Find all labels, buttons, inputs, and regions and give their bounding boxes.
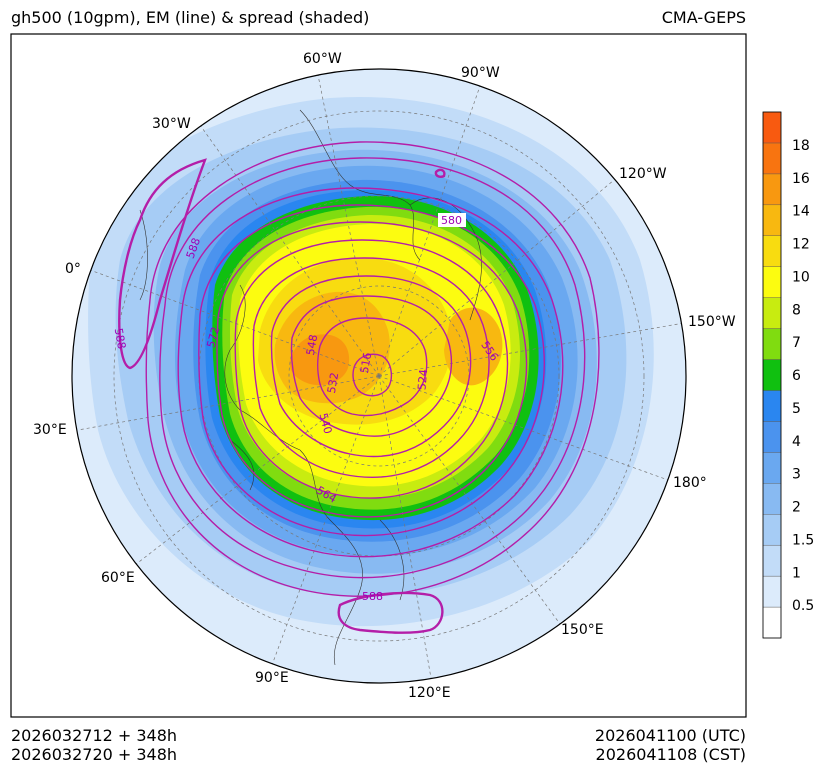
lon-label: 180° [673, 475, 707, 491]
colorbar-label: 2 [792, 500, 801, 516]
lon-label: 30°W [152, 116, 191, 132]
colorbar-label: 0.5 [792, 598, 814, 614]
contour-label: 588 [112, 327, 128, 350]
lon-label: 120°W [619, 166, 667, 182]
init-time-cst: 2026032720 + 348h [11, 745, 178, 764]
colorbar-segment [762, 173, 782, 206]
lon-label: 150°E [561, 622, 604, 638]
lon-label: 90°E [255, 670, 289, 686]
colorbar-segment [762, 606, 782, 639]
hemisphere-boundary [71, 68, 687, 684]
colorbar-label: 7 [792, 335, 801, 351]
colorbar-outline [762, 111, 782, 639]
lon-label: 0° [65, 261, 81, 277]
contour-label: 532 [325, 372, 341, 395]
lon-label: 60°W [303, 51, 342, 67]
init-time: 2026032712 + 348h 2026032720 + 348h [11, 726, 177, 764]
contour-label: 548 [304, 334, 320, 357]
longitude-labels: 60°W 90°W 120°W 150°W 180° 150°E 120°E 9… [33, 51, 736, 701]
colorbar-segment [762, 328, 782, 360]
colorbar-label: 5 [792, 401, 801, 417]
colorbar-segment [762, 421, 782, 453]
colorbar-segment [762, 483, 782, 515]
contour-label: 540 [316, 412, 334, 436]
colorbar-segment [762, 514, 782, 546]
lon-label: 150°W [688, 314, 736, 330]
lon-label: 120°E [408, 685, 451, 701]
lon-label: 30°E [33, 422, 67, 438]
colorbar-segment [762, 266, 782, 298]
colorbar-segment [762, 297, 782, 329]
spread-shading: 580 588 588 572 548 516 532 540 524 556 … [72, 69, 686, 683]
colorbar-label: 8 [792, 302, 801, 318]
contour-labels: 580 588 588 572 548 516 532 540 524 556 … [112, 213, 501, 603]
contour-label: 588 [362, 590, 383, 603]
contour-label: 572 [204, 325, 222, 349]
colorbar: 0.5 1 1.5 2 3 4 5 6 7 8 10 12 14 16 18 [762, 111, 814, 639]
model-name: CMA-GEPS [661, 8, 746, 27]
colorbar-segment [762, 359, 782, 391]
colorbar-segment [762, 204, 782, 236]
colorbar-label: 6 [792, 368, 801, 384]
colorbar-segment [762, 111, 782, 144]
colorbar-segment [762, 575, 782, 608]
spread-level-13b [444, 307, 503, 386]
contour-lines [145, 141, 600, 597]
colorbar-label: 10 [792, 269, 810, 285]
contour-label: 524 [415, 369, 430, 391]
colorbar-segment [762, 235, 782, 267]
colorbar-segment [762, 452, 782, 484]
colorbar-segment [762, 544, 782, 577]
init-time-utc: 2026032712 + 348h [11, 726, 178, 745]
colorbar-label: 16 [792, 171, 810, 187]
contour-label: 516 [358, 352, 374, 375]
coastlines [139, 109, 482, 666]
lon-label: 90°W [461, 65, 500, 81]
valid-time-cst: 2026041108 (CST) [595, 745, 746, 764]
colorbar-label: 12 [792, 237, 810, 253]
spread-level-14 [289, 334, 350, 386]
colorbar-segment [762, 390, 782, 422]
colorbar-label: 14 [792, 204, 810, 220]
colorbar-label: 1.5 [792, 532, 814, 548]
lon-label: 60°E [101, 570, 135, 586]
colorbar-segment [762, 142, 782, 175]
contour-label: 580 [441, 214, 462, 227]
colorbar-label: 3 [792, 467, 801, 483]
valid-time-utc: 2026041100 (UTC) [594, 726, 746, 745]
colorbar-label: 18 [792, 138, 810, 154]
valid-time: 2026041100 (UTC) 2026041108 (CST) [595, 726, 746, 764]
contour-588-lines [118, 158, 446, 634]
chart-title: gh500 (10gpm), EM (line) & spread (shade… [11, 8, 370, 27]
colorbar-label: 4 [792, 434, 801, 450]
colorbar-label: 1 [792, 565, 801, 581]
